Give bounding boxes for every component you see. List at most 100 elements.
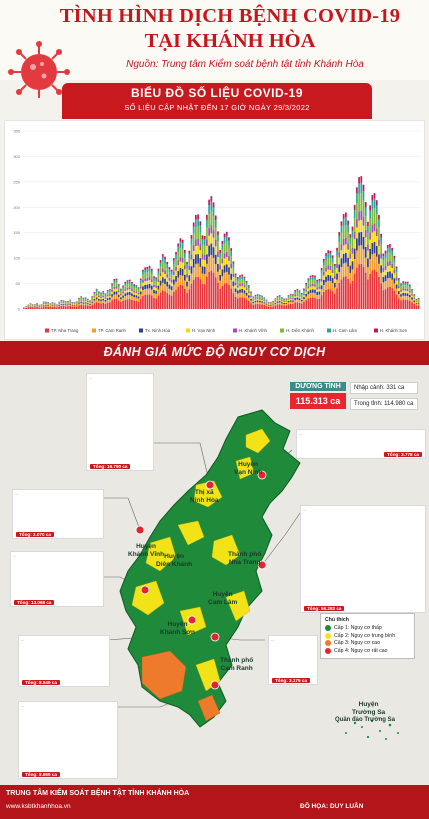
bar-segment xyxy=(166,281,169,287)
bar-segment xyxy=(362,249,365,267)
legend-swatch xyxy=(325,640,331,646)
bar-segment xyxy=(120,302,122,309)
bar-segment xyxy=(206,263,208,277)
bar-segment xyxy=(137,288,140,291)
bar-segment xyxy=(181,243,184,249)
bar-segment xyxy=(111,294,113,297)
bar-segment xyxy=(91,297,94,300)
bar-segment xyxy=(261,299,263,301)
bar-segment xyxy=(333,287,336,294)
bar-segment xyxy=(360,210,363,220)
bar-segment xyxy=(270,305,272,306)
bar-segment xyxy=(322,284,325,292)
bar-segment xyxy=(217,251,219,257)
bar-segment xyxy=(364,246,367,258)
bar-segment xyxy=(353,231,356,240)
bar-segment xyxy=(386,266,389,272)
bar-segment xyxy=(386,244,389,249)
bar-segment xyxy=(415,301,418,303)
bar-segment xyxy=(250,292,252,294)
bar-segment xyxy=(378,245,380,255)
district-total: Tổng: 8.549 ca xyxy=(22,679,60,685)
bar-segment xyxy=(411,295,413,298)
bar-segment xyxy=(195,239,197,247)
bar-segment xyxy=(349,243,352,254)
bar-segment xyxy=(389,252,391,261)
bar-segment xyxy=(397,294,400,299)
bar-segment xyxy=(415,305,418,309)
bar-segment xyxy=(270,304,272,306)
bar-segment xyxy=(122,288,124,292)
bar-segment xyxy=(331,290,334,309)
bar-segment xyxy=(338,242,341,253)
bar-segment xyxy=(384,289,387,309)
bar-segment xyxy=(247,293,250,296)
bar-segment xyxy=(219,288,221,309)
bar-segment xyxy=(58,303,60,305)
bar-segment xyxy=(86,304,89,306)
bar-segment xyxy=(71,302,74,304)
bar-segment xyxy=(375,200,378,206)
bar-segment xyxy=(307,286,310,289)
bar-segment xyxy=(172,291,175,309)
bar-segment xyxy=(71,302,74,303)
bar-segment xyxy=(254,294,257,296)
bar-segment xyxy=(188,275,191,282)
bar-segment xyxy=(91,296,94,298)
bar-segment xyxy=(239,297,241,309)
legend-title: Chú thích xyxy=(325,617,349,623)
bar-segment xyxy=(124,281,127,284)
bar-segment xyxy=(413,294,416,296)
bar-segment xyxy=(300,299,303,302)
bar-segment xyxy=(175,251,177,255)
coronavirus-icon xyxy=(8,41,70,98)
bar-segment xyxy=(106,302,109,309)
bar-segment xyxy=(190,235,193,239)
bar-segment xyxy=(342,218,345,227)
map-label-cam-lam: Huyện Cam Lâm xyxy=(208,591,238,606)
bar-segment xyxy=(314,286,316,290)
bar-segment xyxy=(276,295,279,297)
bar-segment xyxy=(201,254,204,260)
bar-segment xyxy=(188,289,191,309)
bar-segment xyxy=(417,302,420,304)
bar-segment xyxy=(276,299,279,301)
bar-segment xyxy=(49,305,52,306)
bar-segment xyxy=(393,290,396,309)
bar-segment xyxy=(199,221,202,226)
bar-segment xyxy=(201,239,204,245)
bar-segment xyxy=(223,258,226,266)
bar-segment xyxy=(356,193,358,204)
bar-segment xyxy=(133,300,135,309)
bar-segment xyxy=(157,281,160,286)
bar-segment xyxy=(300,303,303,309)
chart-legend-label: H. Khánh Sơn xyxy=(380,328,408,333)
bar-segment xyxy=(380,258,383,266)
bar-segment xyxy=(342,214,345,219)
bar-segment xyxy=(62,300,65,302)
bar-segment xyxy=(406,293,409,296)
bar-segment xyxy=(126,299,129,309)
bar-segment xyxy=(367,250,369,259)
bar-segment xyxy=(56,306,58,308)
bar-segment xyxy=(34,306,36,308)
bar-segment xyxy=(188,281,191,290)
bar-segment xyxy=(371,195,374,201)
bar-segment xyxy=(230,263,233,269)
bar-segment xyxy=(356,218,358,228)
bar-segment xyxy=(356,238,358,251)
source-caption: Nguồn: Trung tâm Kiểm soát bệnh tật tỉnh… xyxy=(126,59,364,70)
bar-segment xyxy=(331,255,334,259)
bar-segment xyxy=(347,220,349,225)
bar-segment xyxy=(137,301,140,309)
bar-segment xyxy=(406,299,409,309)
bar-segment xyxy=(415,302,418,304)
bar-segment xyxy=(373,198,376,209)
bar-segment xyxy=(228,284,230,309)
page-title-line1: TÌNH HÌNH DỊCH BỆNH COVID-19 xyxy=(59,5,401,27)
bar-segment xyxy=(223,237,226,244)
footer-website[interactable]: www.ksbtkhanhhoa.vn xyxy=(6,803,71,810)
bar-segment xyxy=(190,254,193,260)
bar-segment xyxy=(309,292,312,298)
bar-segment xyxy=(292,303,294,309)
